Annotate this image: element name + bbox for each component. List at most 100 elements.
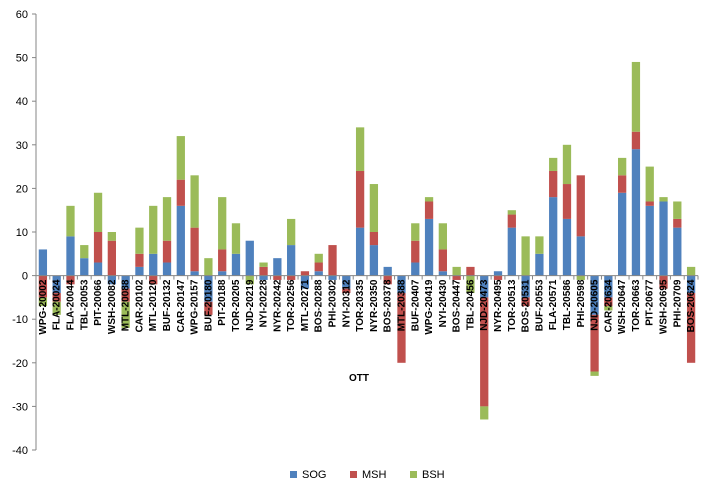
bar-msh-mtl-20088 <box>121 288 130 302</box>
bar-msh-nyi-20228 <box>259 266 268 276</box>
x-tick-label: NYI-20430 <box>438 279 449 327</box>
x-tick-label: MTL-20088 <box>121 279 132 331</box>
bar-bsh-bos-20447 <box>452 266 461 276</box>
bar-bsh-tor-20663 <box>631 61 641 132</box>
bar-sog-nyr-20350 <box>369 245 379 276</box>
bar-sog-phi-20302 <box>328 275 337 280</box>
bar-sog-wpg-20002 <box>38 249 48 276</box>
x-tick-label: TOR-20205 <box>231 279 242 332</box>
x-axis-title: OTT <box>349 373 369 384</box>
x-tick-label: FLA-20571 <box>548 279 559 330</box>
x-tick-label: BUF-20132 <box>162 279 173 331</box>
bar-msh-tor-20663 <box>631 131 641 150</box>
bar-msh-wpg-20157 <box>190 227 199 272</box>
bar-sog-pit-20066 <box>93 262 103 276</box>
bar-sog-fla-20024 <box>52 275 61 294</box>
bar-msh-pit-20188 <box>218 249 227 272</box>
bar-sog-fla-20571 <box>549 197 558 276</box>
bar-msh-mtl-20120 <box>149 275 158 285</box>
bar-sog-tor-20663 <box>631 149 641 276</box>
y-tick-label: 60 <box>16 9 28 21</box>
legend-swatch-sog <box>290 471 297 478</box>
y-axis-ticks: -40 -30 -20 -10 0 10 20 30 40 50 60 <box>12 9 36 457</box>
legend-swatch-msh <box>350 471 357 478</box>
y-tick-label: 50 <box>16 53 28 65</box>
bar-bsh-bos-20531 <box>521 236 530 276</box>
bar-bsh-wsh-20082 <box>107 232 116 241</box>
legend-label-bsh: BSH <box>422 469 445 481</box>
x-tick-label: WSH-20647 <box>617 279 628 334</box>
x-tick-label: PIT-20188 <box>217 279 228 326</box>
x-tick-label: WPG-20419 <box>424 279 435 334</box>
bar-msh-wpg-20002 <box>38 275 48 298</box>
bar-msh-bos-20288 <box>314 262 323 272</box>
bar-bsh-njd-20605 <box>590 371 599 376</box>
x-tick-label: TOR-20256 <box>286 279 297 332</box>
bar-bsh-tor-20513 <box>507 210 516 215</box>
bar-bsh-car-20147 <box>176 136 185 180</box>
y-tick-label: -20 <box>12 358 28 370</box>
legend: SOG MSH BSH <box>290 469 445 481</box>
x-tick-label: BOS-20531 <box>521 279 532 332</box>
x-tick-label: MTL-20271 <box>300 279 311 331</box>
x-tick-label: FLA-20024 <box>52 279 63 330</box>
x-tick-label: CAR-20147 <box>176 279 187 332</box>
bar-msh-buf-20180 <box>204 301 213 315</box>
bar-msh-tbl-20586 <box>562 184 572 219</box>
x-tick-label: PHI-20598 <box>576 279 587 327</box>
bar-sog-phi-20709 <box>673 227 682 276</box>
bar-sog-nyr-20242 <box>273 258 282 276</box>
bar-bsh-tbl-20053 <box>80 245 89 259</box>
bar-msh-njd-20473 <box>480 297 489 407</box>
bar-bsh-phi-20598 <box>576 275 585 280</box>
bar-msh-bos-20447 <box>452 275 461 280</box>
bar-bsh-fla-20024 <box>52 301 61 315</box>
bar-sog-tor-20205 <box>231 253 241 276</box>
x-tick-label: BUF-20180 <box>203 279 214 331</box>
bar-sog-bos-20531 <box>521 275 530 298</box>
bar-msh-njd-20605 <box>590 314 599 372</box>
bar-bsh-mtl-20088 <box>121 301 130 328</box>
bar-sog-tor-20335 <box>355 227 365 276</box>
bar-bsh-wsh-20647 <box>618 157 627 176</box>
bar-bsh-wpg-20419 <box>424 197 434 202</box>
bar-sog-buf-20407 <box>411 262 420 276</box>
bar-bsh-car-20102 <box>135 227 144 254</box>
bar-sog-bos-20624 <box>686 275 696 294</box>
bar-bsh-tbl-20456 <box>466 275 475 294</box>
x-tick-label: TOR-20335 <box>355 279 366 332</box>
x-tick-label: TBL-20586 <box>562 279 573 330</box>
bar-bsh-bos-20288 <box>314 253 323 263</box>
x-tick-label: PIT-20066 <box>93 279 104 326</box>
x-tick-label: BOS-20378 <box>383 279 394 332</box>
y-tick-label: -40 <box>12 445 28 457</box>
bar-sog-njd-20473 <box>480 275 489 298</box>
bar-sog-car-20102 <box>135 266 144 276</box>
bar-sog-nyi-20228 <box>259 275 268 280</box>
bar-sog-wsh-20082 <box>107 275 116 285</box>
x-tick-label: PHI-20302 <box>328 279 339 327</box>
bar-bsh-nyi-20430 <box>438 223 447 250</box>
bar-msh-pit-20066 <box>93 232 103 263</box>
bar-sog-car-20147 <box>176 205 185 276</box>
bar-msh-tor-20513 <box>507 214 516 228</box>
bar-bsh-buf-20180 <box>204 258 213 276</box>
y-tick-label: 20 <box>16 183 28 195</box>
bar-sog-nyi-20430 <box>438 271 447 276</box>
bar-sog-wsh-20695 <box>659 201 668 276</box>
bar-msh-wpg-20419 <box>424 201 434 219</box>
bar-msh-fla-20044 <box>66 275 75 285</box>
x-tick-label: WSH-20695 <box>659 279 670 334</box>
x-tick-label: MTL-20388 <box>396 279 407 331</box>
bar-msh-car-20634 <box>604 297 613 307</box>
bar-bsh-tbl-20586 <box>562 144 572 185</box>
bar-msh-car-20102 <box>135 253 144 267</box>
x-tick-label: NYI-20228 <box>259 279 270 327</box>
bars <box>38 61 696 420</box>
bar-bsh-phi-20709 <box>673 201 682 219</box>
x-axis-ticks: WPG-20002 FLA-20024 FLA-20044 TBL-20053 PIT-… <box>35 275 699 335</box>
bar-sog-car-20634 <box>604 275 613 298</box>
bar-sog-buf-20180 <box>204 275 213 302</box>
bar-msh-buf-20407 <box>411 240 420 263</box>
x-tick-label: CAR-20102 <box>134 279 145 332</box>
